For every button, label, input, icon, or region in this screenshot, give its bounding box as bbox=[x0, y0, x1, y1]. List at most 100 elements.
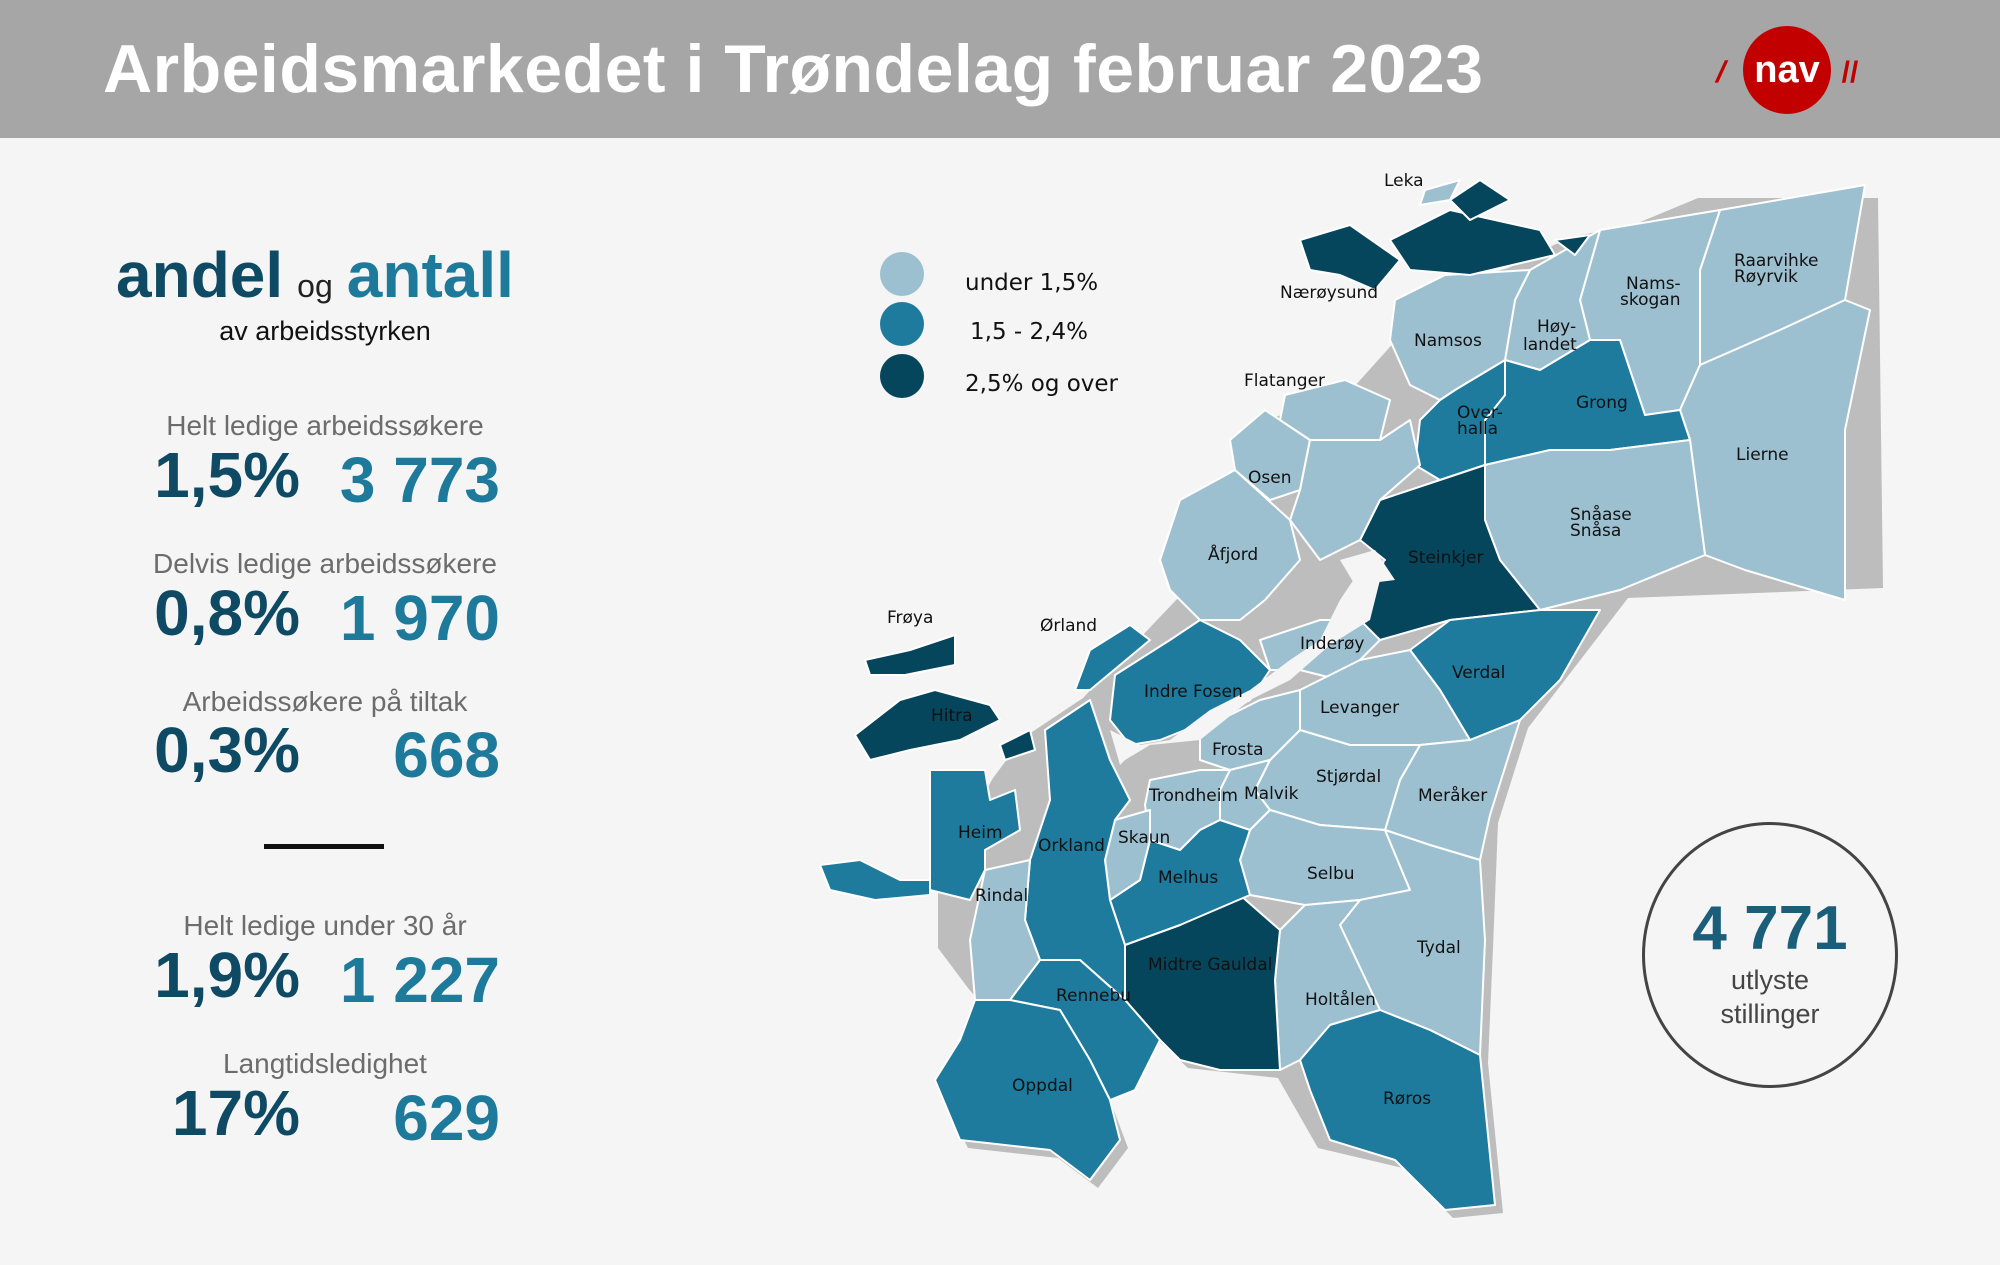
region-naeroysund-2 bbox=[1389, 209, 1556, 276]
map-labels: Leka Nærøysund Namsos Nams- skogan Raarv… bbox=[887, 171, 1819, 1109]
label-hitra: Hitra bbox=[931, 706, 973, 726]
legend-swatch-dark bbox=[880, 354, 924, 398]
label-leka: Leka bbox=[1384, 171, 1424, 191]
label-steinkjer: Steinkjer bbox=[1408, 548, 1483, 568]
label-namsskogan-1: Nams- bbox=[1626, 274, 1681, 294]
label-tydal: Tydal bbox=[1416, 938, 1461, 958]
region-naeroysund-3 bbox=[1449, 179, 1511, 221]
vacancies-badge: 4 771 utlyste stillinger bbox=[1642, 822, 1898, 1088]
stats-divider bbox=[264, 844, 384, 849]
stat-label: Langtidsledighet bbox=[223, 1048, 427, 1079]
stat-count: 1 970 bbox=[339, 582, 500, 654]
label-oppdal: Oppdal bbox=[1012, 1076, 1073, 1096]
vacancies-number: 4 771 bbox=[1692, 894, 1848, 963]
stat-percent: 0,3% bbox=[154, 714, 300, 786]
label-holtalen: Holtålen bbox=[1305, 989, 1376, 1010]
legend-label: 1,5 - 2,4% bbox=[970, 319, 1088, 345]
heading-og: og bbox=[297, 268, 333, 304]
legend-swatch-mid bbox=[880, 302, 924, 346]
label-afjord: Åfjord bbox=[1208, 543, 1258, 565]
label-heim: Heim bbox=[958, 823, 1003, 843]
label-skaun: Skaun bbox=[1118, 828, 1170, 848]
label-melhus: Melhus bbox=[1158, 868, 1218, 888]
heading-antall: antall bbox=[346, 239, 514, 311]
region-oppdal bbox=[934, 999, 1121, 1181]
svg-text:nav: nav bbox=[1754, 49, 1819, 91]
label-rennebu: Rennebu bbox=[1056, 986, 1131, 1006]
label-levanger: Levanger bbox=[1320, 698, 1399, 718]
region-orland bbox=[1074, 624, 1151, 691]
label-roros: Røros bbox=[1383, 1089, 1431, 1109]
label-trondheim: Trondheim bbox=[1148, 786, 1238, 806]
label-naeroysund: Nærøysund bbox=[1280, 283, 1378, 303]
label-lierne: Lierne bbox=[1736, 445, 1789, 465]
vacancies-label-line2: stillinger bbox=[1720, 999, 1820, 1029]
region-naeroysund bbox=[1299, 224, 1401, 291]
label-grong: Grong bbox=[1576, 393, 1628, 413]
label-osen: Osen bbox=[1248, 468, 1291, 488]
label-selbu: Selbu bbox=[1307, 864, 1355, 884]
stat-count: 1 227 bbox=[339, 944, 500, 1016]
label-hoylandet-1: Høy- bbox=[1537, 317, 1576, 337]
stat-percent: 17% bbox=[171, 1077, 300, 1149]
svg-text://: // bbox=[1842, 56, 1859, 89]
region-hitra-islet bbox=[999, 729, 1036, 761]
municipality-shapes bbox=[819, 179, 1871, 1211]
label-namsos: Namsos bbox=[1414, 331, 1482, 351]
label-snaase-1: Snåase bbox=[1570, 504, 1632, 525]
map-legend: under 1,5% 1,5 - 2,4% 2,5% og over bbox=[880, 252, 1119, 398]
label-snaase-2: Snåsa bbox=[1570, 520, 1621, 541]
region-naeroysund-4 bbox=[1554, 234, 1591, 256]
header-bar: Arbeidsmarkedet i Trøndelag februar 2023… bbox=[0, 0, 2000, 138]
stat-count: 668 bbox=[393, 719, 500, 791]
legend-label: under 1,5% bbox=[965, 270, 1098, 296]
stat-label: Arbeidssøkere på tiltak bbox=[182, 686, 468, 717]
stat-percent: 1,9% bbox=[154, 939, 300, 1011]
region-roros bbox=[1299, 1009, 1496, 1211]
legend-swatch-light bbox=[880, 252, 924, 296]
label-namsskogan-2: skogan bbox=[1620, 290, 1680, 310]
stat-count: 3 773 bbox=[339, 444, 500, 516]
stat-percent: 1,5% bbox=[154, 439, 300, 511]
region-hitra bbox=[854, 689, 1001, 761]
stats-panel: andel og antall av arbeidsstyrken Helt led… bbox=[0, 138, 650, 1265]
label-overhalla-2: halla bbox=[1457, 419, 1498, 439]
label-hoylandet-2: landet bbox=[1523, 335, 1577, 355]
stats-heading: andel og antall bbox=[116, 238, 514, 312]
region-heim-islands bbox=[819, 859, 931, 901]
stat-label: Helt ledige under 30 år bbox=[183, 910, 467, 941]
label-flatanger: Flatanger bbox=[1244, 371, 1325, 391]
label-froya: Frøya bbox=[887, 608, 933, 628]
heading-andel: andel bbox=[116, 239, 284, 311]
stat-count: 629 bbox=[393, 1082, 500, 1154]
stat-label: Delvis ledige arbeidssøkere bbox=[153, 548, 497, 579]
stats-subheading: av arbeidsstyrken bbox=[219, 316, 431, 346]
label-inderoy: Inderøy bbox=[1300, 634, 1365, 654]
label-meraker: Meråker bbox=[1418, 785, 1487, 806]
region-froya bbox=[864, 634, 956, 676]
label-overhalla-1: Over- bbox=[1457, 403, 1503, 423]
label-malvik: Malvik bbox=[1244, 784, 1299, 804]
label-raarvihke-2: Røyrvik bbox=[1734, 267, 1798, 287]
label-stjordal: Stjørdal bbox=[1316, 767, 1381, 787]
page-title: Arbeidsmarkedet i Trøndelag februar 2023 bbox=[103, 31, 1484, 107]
fjord-water-inner bbox=[1340, 550, 1395, 585]
label-orland: Ørland bbox=[1040, 616, 1097, 636]
stat-percent: 0,8% bbox=[154, 577, 300, 649]
stat-label: Helt ledige arbeidssøkere bbox=[166, 410, 484, 441]
region-afjord bbox=[1159, 469, 1301, 621]
region-frosta bbox=[1199, 689, 1301, 771]
nav-logo: / nav // bbox=[1713, 26, 1859, 114]
region-leka bbox=[1419, 179, 1461, 206]
region-namsos bbox=[1389, 269, 1531, 401]
label-rindal: Rindal bbox=[975, 886, 1028, 906]
region-central-light bbox=[1289, 419, 1421, 561]
label-raarvihke-1: Raarvihke bbox=[1734, 251, 1819, 271]
label-verdal: Verdal bbox=[1452, 663, 1505, 683]
legend-label: 2,5% og over bbox=[965, 371, 1119, 397]
label-frosta: Frosta bbox=[1212, 740, 1264, 760]
label-orkland: Orkland bbox=[1038, 836, 1105, 856]
label-indre-fosen: Indre Fosen bbox=[1144, 682, 1243, 702]
label-midtre-gauldal: Midtre Gauldal bbox=[1148, 955, 1272, 975]
